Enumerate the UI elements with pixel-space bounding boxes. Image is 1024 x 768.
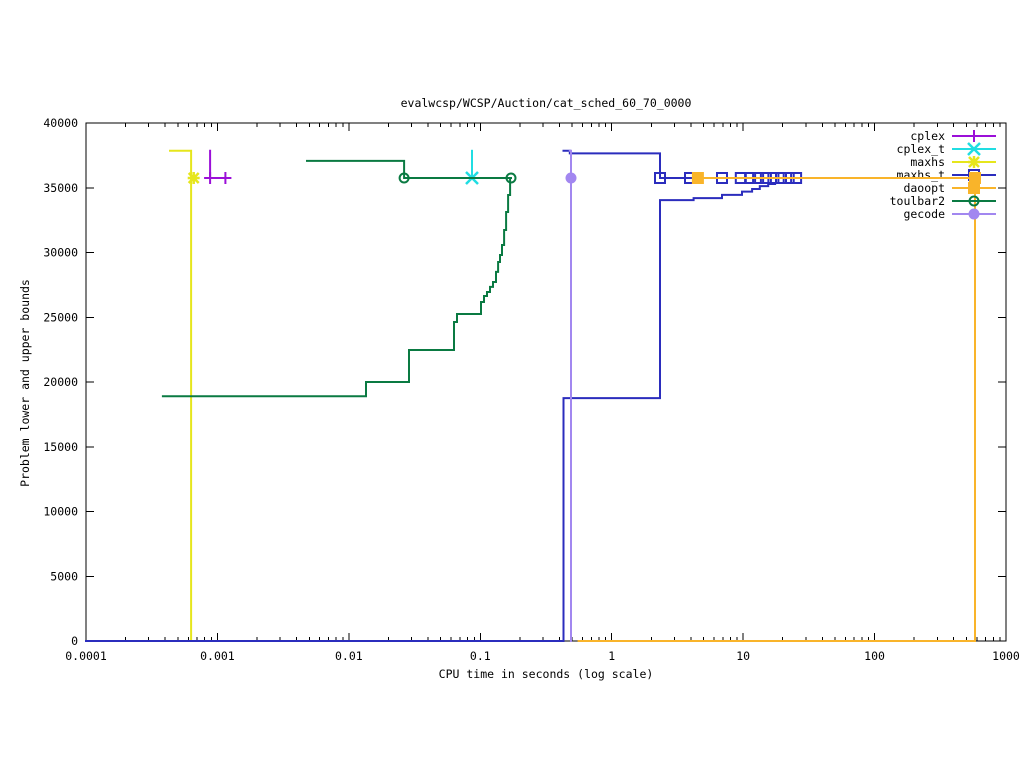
legend-label: cplex_t	[897, 142, 945, 156]
y-tick-label: 35000	[43, 181, 78, 195]
x-tick-label: 0.001	[200, 649, 235, 663]
x-axis-label: CPU time in seconds (log scale)	[439, 667, 654, 681]
upper-bound-line-gecode	[568, 149, 572, 179]
x-tick-label: 1	[608, 649, 615, 663]
data-point-marker-maxhs	[187, 172, 200, 184]
lower-bound-line-daoopt	[577, 177, 976, 642]
x-tick-label: 0.1	[470, 649, 491, 663]
series-gecode: gecode	[565, 149, 996, 642]
x-tick-label: 100	[864, 649, 885, 663]
data-point-marker-toulbar2	[398, 172, 410, 184]
legend-label: toulbar2	[890, 194, 945, 208]
axis-ticks: 0.0001 0.001 0.01 0.1 1 10 100 1000050001000015…	[43, 116, 1020, 663]
legend-marker	[968, 195, 980, 207]
legend-label: cplex	[910, 129, 945, 143]
legend-marker	[968, 208, 980, 220]
y-tick-label: 30000	[43, 246, 78, 260]
y-tick-label: 40000	[43, 116, 78, 130]
x-tick-label: 10	[736, 649, 750, 663]
data-point-marker-maxhs-t	[654, 172, 666, 184]
x-tick-label: 0.01	[335, 649, 363, 663]
x-tick-label: 0.0001	[65, 649, 107, 663]
legend-label: daoopt	[903, 181, 945, 195]
upper-bound-line-toulbar2	[306, 159, 512, 179]
upper-bound-line-maxhs-t	[562, 149, 801, 179]
legend-label: maxhs_t	[897, 168, 945, 182]
legend-label: maxhs	[910, 155, 945, 169]
x-tick-label: 1000	[992, 649, 1020, 663]
y-tick-label: 10000	[43, 505, 78, 519]
plot-series: cplexcplex_tmaxhsmaxhs_tdaoopttoulbar2ge…	[85, 129, 996, 642]
y-axis-label: Problem lower and upper bounds	[18, 279, 32, 487]
chart-title: evalwcsp/WCSP/Auction/cat_sched_60_70_00…	[401, 96, 692, 110]
lower-bound-line-toulbar2	[161, 177, 512, 398]
y-tick-label: 15000	[43, 440, 78, 454]
series-toulbar2: toulbar2	[161, 159, 996, 398]
lower-bound-line-maxhs-t	[85, 182, 801, 642]
data-point-marker-toulbar2	[505, 172, 517, 184]
data-point-marker-cplex	[204, 172, 217, 184]
data-point-marker-cplex	[219, 172, 232, 184]
data-point-marker-daoopt	[969, 172, 981, 184]
legend-label: gecode	[903, 207, 945, 221]
data-point-marker-daoopt	[691, 172, 704, 184]
series-daoopt: daoopt	[577, 172, 996, 642]
series-cplex-t: cplex_t	[465, 142, 996, 185]
legend-marker	[968, 130, 980, 142]
y-tick-label: 25000	[43, 310, 78, 324]
legend-marker	[967, 142, 981, 156]
y-tick-label: 5000	[50, 569, 78, 583]
series-cplex: cplex	[204, 129, 996, 184]
legend-marker	[968, 156, 980, 168]
series-maxhs: maxhs	[169, 149, 996, 642]
y-tick-label: 0	[71, 634, 78, 648]
y-tick-label: 20000	[43, 375, 78, 389]
data-point-marker-gecode	[565, 172, 577, 184]
